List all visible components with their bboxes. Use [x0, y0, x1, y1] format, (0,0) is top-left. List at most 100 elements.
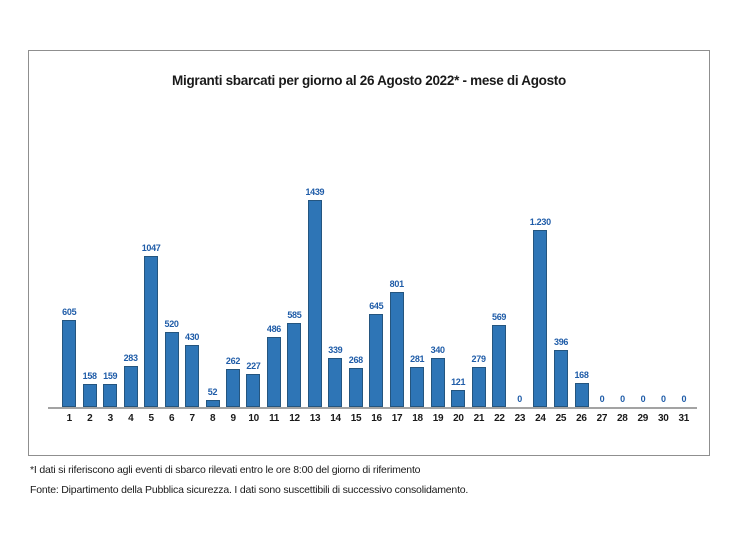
- bar-value-label: 0: [620, 394, 625, 404]
- bar-value-label: 121: [451, 377, 466, 387]
- bar-column: 158: [79, 371, 99, 407]
- x-axis-label: 26: [576, 413, 587, 424]
- bar-column: 262: [223, 356, 243, 407]
- bar-column: 1047: [141, 243, 161, 407]
- bar-value-label: 801: [389, 279, 404, 289]
- x-axis-label: 13: [309, 413, 321, 424]
- bar-value-label: 283: [123, 353, 138, 363]
- x-axis-label: 15: [350, 413, 362, 424]
- x-axis-label: 25: [555, 413, 567, 424]
- bar-value-label: 0: [517, 394, 522, 404]
- x-axis-label: 6: [169, 413, 175, 424]
- bar-column: 0: [653, 394, 673, 407]
- bar-column: 227: [243, 361, 263, 407]
- x-axis-line: [48, 407, 697, 409]
- bar: [185, 345, 200, 407]
- x-axis-label: 12: [289, 413, 300, 424]
- bar-column: 340: [427, 345, 447, 407]
- x-axis-label: 22: [494, 413, 505, 424]
- bar: [266, 337, 281, 407]
- bar-column: 283: [120, 353, 140, 407]
- bar: [225, 369, 240, 407]
- bar-value-label: 1439: [305, 187, 325, 197]
- bar: [103, 384, 118, 407]
- bar-column: 605: [59, 307, 79, 407]
- footnote-definition: *I dati si riferiscono agli eventi di sb…: [30, 464, 421, 476]
- x-axis-label: 18: [412, 413, 423, 424]
- bar-column: 430: [182, 332, 202, 407]
- bar: [554, 350, 569, 407]
- x-axis-label: 14: [330, 413, 341, 424]
- x-labels: 1 2 3 4 5 6 7 8 9 10 11 12 13 14 15 16 17 18 19 20 21 22 23 24 2…: [59, 413, 694, 424]
- bar: [430, 358, 445, 407]
- x-axis-label: 7: [189, 413, 196, 424]
- bar-value-label: 1.230: [529, 217, 551, 227]
- bar: [287, 323, 302, 407]
- x-axis-label: 23: [514, 413, 526, 424]
- bar-value-label: 168: [574, 370, 589, 380]
- x-axis-label: 4: [128, 413, 134, 424]
- bar-column: 168: [571, 370, 591, 407]
- bar-value-label: 279: [471, 354, 486, 364]
- bar-column: 0: [612, 394, 632, 407]
- bar-column: 520: [161, 319, 181, 407]
- bar-value-label: 159: [103, 371, 118, 381]
- bar-value-label: 1047: [141, 243, 161, 253]
- x-axis-label: 5: [148, 413, 155, 424]
- bar-value-label: 569: [492, 312, 507, 322]
- bar-column: 0: [674, 394, 694, 407]
- bar-value-label: 262: [225, 356, 241, 366]
- chart-frame: Migranti sbarcati per giorno al 26 Agost…: [28, 50, 710, 456]
- x-axis-label: 1: [66, 413, 73, 424]
- bar-column: 52: [202, 387, 222, 407]
- bar: [123, 366, 138, 407]
- bar: [62, 320, 77, 407]
- bar-column: 486: [264, 324, 284, 407]
- x-axis-label: 27: [596, 413, 608, 424]
- bar-column: 279: [468, 354, 488, 407]
- bar-value-label: 430: [184, 332, 200, 342]
- x-axis-label: 19: [432, 413, 444, 424]
- bar-column: 159: [100, 371, 120, 407]
- bar: [451, 390, 466, 407]
- x-axis-label: 29: [637, 413, 649, 424]
- bar: [348, 368, 363, 407]
- bar-column: 396: [551, 337, 571, 407]
- bar-column: 339: [325, 345, 345, 407]
- bar: [144, 256, 159, 407]
- x-axis-label: 8: [210, 413, 216, 424]
- x-axis-label: 20: [453, 413, 464, 424]
- x-axis-label: 3: [107, 413, 114, 424]
- bar-column: 1439: [305, 187, 325, 407]
- bar-value-label: 281: [410, 354, 425, 364]
- bar: [574, 383, 589, 407]
- x-axis-label: 17: [391, 413, 403, 424]
- plot-columns: 605 158 159 283 1047 520 430 52 262 227 486 585 1439…: [59, 107, 694, 407]
- bar: [492, 325, 507, 407]
- bar: [328, 358, 343, 407]
- bar: [533, 230, 548, 407]
- bar-value-label: 0: [599, 394, 605, 404]
- x-axis-label: 2: [87, 413, 93, 424]
- bar-value-label: 52: [207, 387, 218, 397]
- bar: [82, 384, 97, 407]
- x-axis-label: 11: [269, 413, 280, 424]
- bar-value-label: 645: [369, 301, 384, 311]
- bar-column: 0: [633, 394, 653, 407]
- x-axis-label: 21: [473, 413, 485, 424]
- bar-column: 0: [592, 394, 612, 407]
- bar-value-label: 0: [640, 394, 646, 404]
- chart-title: Migranti sbarcati per giorno al 26 Agost…: [172, 73, 566, 88]
- bar-value-label: 340: [430, 345, 445, 355]
- bar-value-label: 486: [266, 324, 281, 334]
- bar: [410, 367, 425, 407]
- bar: [205, 400, 220, 407]
- x-axis-label: 30: [658, 413, 669, 424]
- footnote-source: Fonte: Dipartimento della Pubblica sicur…: [30, 484, 469, 496]
- bar-column: 268: [346, 355, 366, 407]
- bar-column: 1.230: [530, 217, 551, 407]
- bar-column: 585: [284, 310, 304, 407]
- bar: [389, 292, 404, 407]
- bar: [164, 332, 179, 407]
